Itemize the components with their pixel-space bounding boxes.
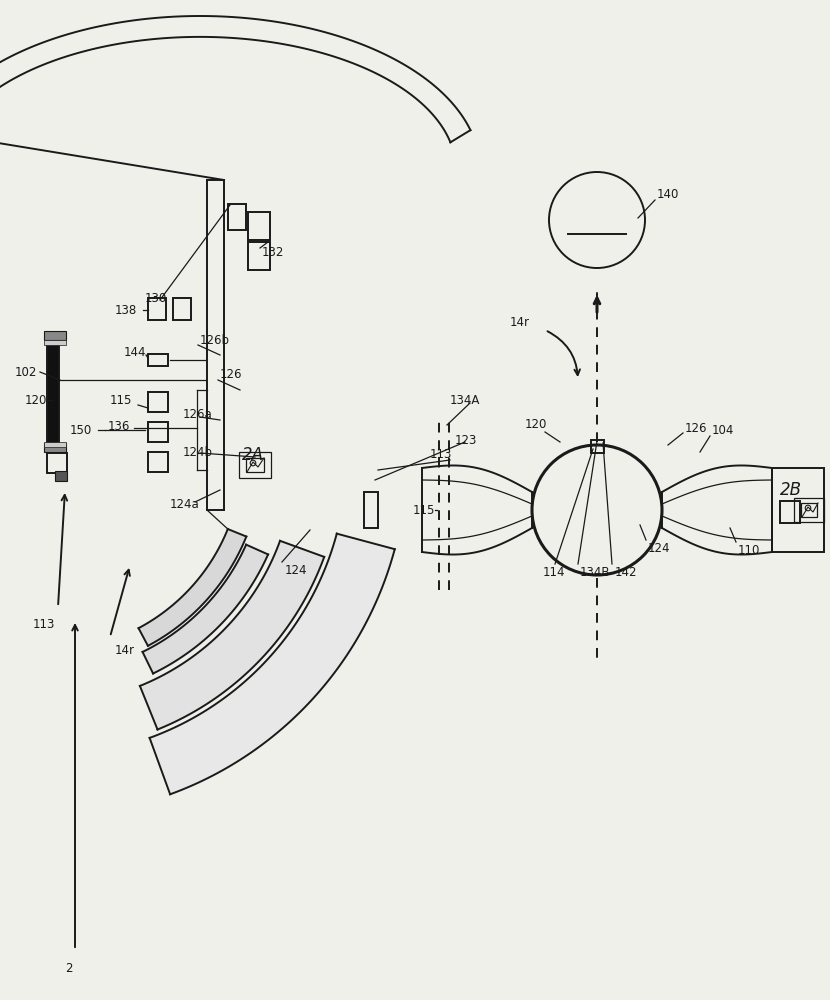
Text: 120: 120 bbox=[525, 418, 547, 432]
Text: 113: 113 bbox=[33, 618, 56, 632]
Text: 114: 114 bbox=[543, 566, 565, 578]
Text: 2A: 2A bbox=[242, 446, 264, 464]
Text: 2B: 2B bbox=[780, 481, 802, 499]
Text: 2: 2 bbox=[65, 962, 72, 974]
Polygon shape bbox=[149, 534, 395, 794]
Text: 126a: 126a bbox=[183, 408, 212, 422]
Text: 115: 115 bbox=[413, 504, 436, 516]
Text: 134A: 134A bbox=[450, 393, 481, 406]
Text: 132: 132 bbox=[262, 245, 285, 258]
Text: 130: 130 bbox=[145, 292, 168, 304]
Bar bbox=[228, 204, 246, 230]
Text: 14r: 14r bbox=[510, 316, 530, 328]
Bar bbox=[173, 298, 191, 320]
Text: 124: 124 bbox=[285, 564, 307, 576]
Text: 126: 126 bbox=[685, 422, 707, 434]
Bar bbox=[44, 340, 66, 345]
Bar bbox=[148, 422, 168, 442]
Bar bbox=[44, 331, 66, 340]
Bar bbox=[364, 492, 378, 528]
Text: 120: 120 bbox=[25, 393, 47, 406]
Bar bbox=[148, 354, 168, 366]
Bar bbox=[780, 501, 800, 523]
Text: 102: 102 bbox=[15, 365, 37, 378]
Bar bbox=[148, 298, 166, 320]
Bar bbox=[47, 340, 59, 445]
Text: 115: 115 bbox=[110, 393, 132, 406]
Text: 123: 123 bbox=[455, 434, 477, 446]
Bar bbox=[55, 471, 67, 481]
Polygon shape bbox=[139, 529, 247, 646]
Text: 136: 136 bbox=[108, 420, 130, 432]
Text: 138: 138 bbox=[115, 304, 137, 316]
Text: 140: 140 bbox=[657, 188, 680, 202]
Bar bbox=[148, 452, 168, 472]
Bar bbox=[148, 392, 168, 412]
Bar bbox=[44, 442, 66, 447]
Bar bbox=[248, 242, 270, 270]
Bar bbox=[246, 458, 264, 472]
Bar bbox=[47, 453, 67, 473]
Text: 126: 126 bbox=[220, 368, 242, 381]
Text: 134B: 134B bbox=[580, 566, 611, 578]
Text: 14r: 14r bbox=[115, 644, 135, 656]
Text: 124b: 124b bbox=[183, 446, 213, 458]
Bar bbox=[794, 498, 824, 522]
Polygon shape bbox=[143, 545, 268, 674]
Text: 110: 110 bbox=[738, 544, 760, 556]
Bar bbox=[801, 503, 817, 517]
Polygon shape bbox=[140, 541, 325, 730]
Bar bbox=[239, 452, 271, 478]
Text: 126b: 126b bbox=[200, 334, 230, 347]
Text: 142: 142 bbox=[615, 566, 637, 578]
Text: 124a: 124a bbox=[170, 497, 200, 510]
Text: 150: 150 bbox=[70, 424, 92, 436]
Text: 104: 104 bbox=[712, 424, 735, 436]
Text: 113: 113 bbox=[430, 448, 452, 462]
Text: 144: 144 bbox=[124, 346, 147, 359]
Bar bbox=[591, 440, 604, 453]
Bar bbox=[772, 468, 824, 552]
Text: 124: 124 bbox=[648, 542, 671, 554]
Bar bbox=[248, 212, 270, 240]
Bar bbox=[44, 443, 66, 452]
